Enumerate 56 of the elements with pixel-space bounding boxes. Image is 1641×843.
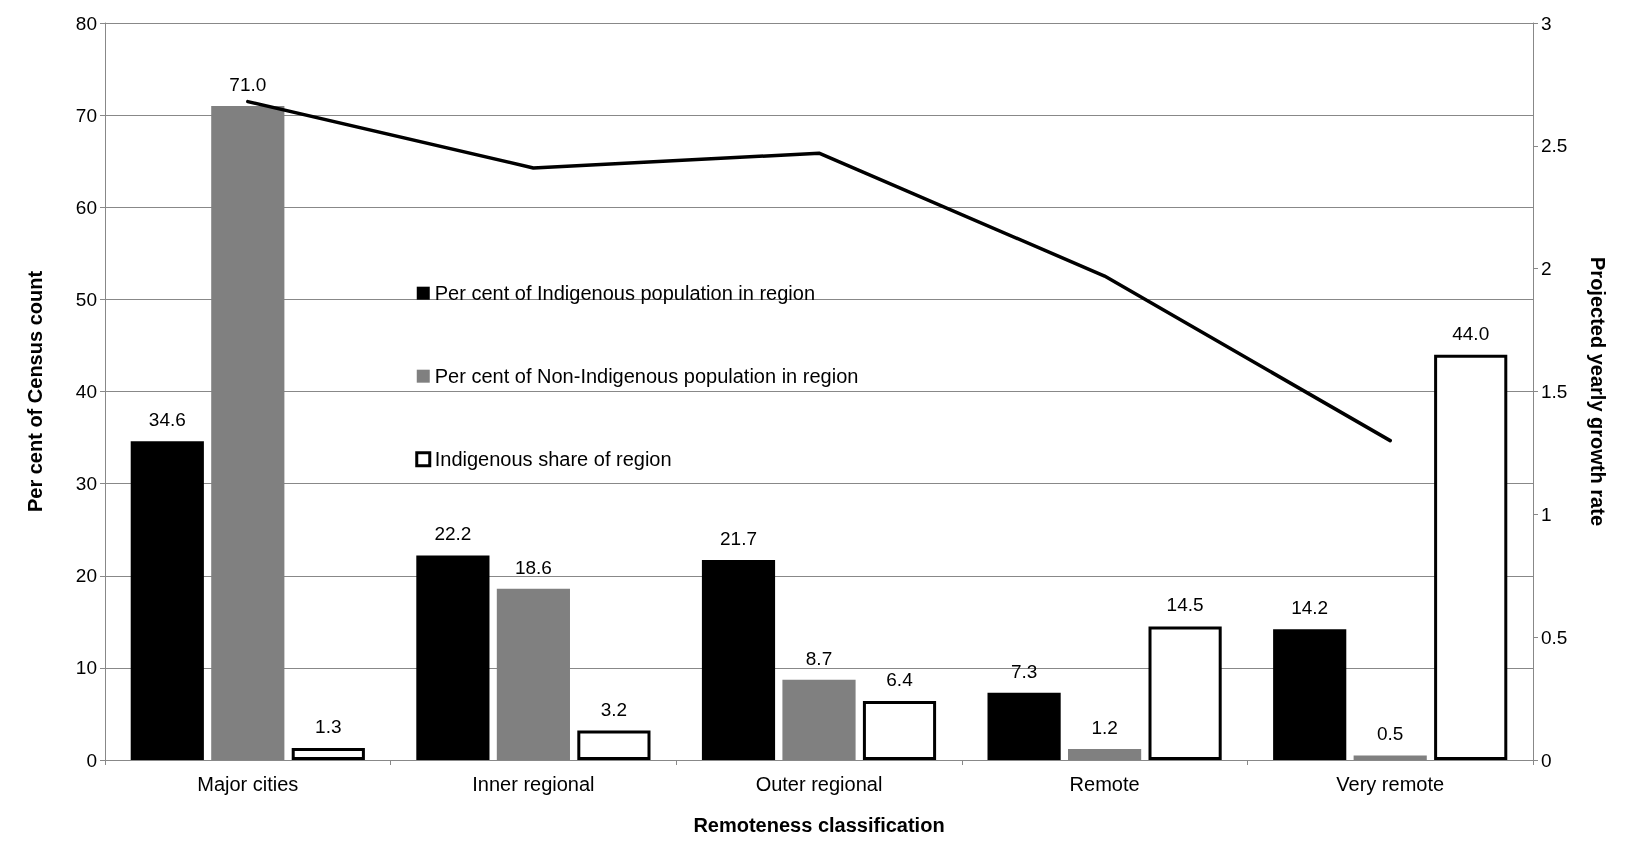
line-series [246, 99, 1392, 443]
x-tick-label: Inner regional [472, 773, 595, 795]
bar [130, 441, 204, 760]
y2-tick-label: 1.5 [1541, 381, 1568, 402]
x-tick-label: Major cities [197, 773, 299, 795]
bar [577, 730, 651, 760]
legend-label: Per cent of Non-Indigenous population in region [434, 365, 859, 388]
data-label: 22.2 [434, 523, 472, 545]
bar [1273, 629, 1347, 760]
bar [1353, 755, 1427, 760]
y-tick-label: 30 [75, 473, 97, 495]
y-tick-label: 50 [75, 288, 97, 310]
y2-tick-label: 1 [1541, 503, 1552, 525]
y2-tick-label: 0 [1541, 749, 1552, 771]
y-tick-label: 20 [75, 565, 97, 587]
bar [1068, 748, 1142, 760]
data-label: 44.0 [1452, 322, 1490, 344]
data-label: 18.6 [514, 556, 552, 578]
data-label: 21.7 [720, 528, 757, 550]
data-label: 1.3 [315, 716, 342, 738]
x-tick-label: Remote [1069, 773, 1140, 795]
y2-axis-title: Projected yearly growth rate [1587, 257, 1609, 526]
y-axis-title: Per cent of Census count [24, 270, 46, 513]
y2-tick-label: 3 [1541, 12, 1552, 34]
y-tick-label: 70 [75, 104, 97, 126]
y-tick-label: 40 [75, 381, 97, 402]
bar [987, 692, 1061, 760]
y-tick-label: 0 [86, 749, 97, 771]
bar [291, 748, 365, 760]
y-tick-label: 10 [75, 657, 97, 679]
bar [1148, 626, 1222, 760]
bar [862, 701, 937, 760]
data-label: 0.5 [1376, 723, 1404, 745]
data-label: 6.4 [886, 669, 914, 691]
data-label: 34.6 [148, 409, 186, 431]
data-label: 3.2 [600, 698, 628, 720]
y2-tick-label: 2 [1541, 258, 1552, 280]
x-tick-label: Very remote [1336, 773, 1445, 795]
x-tick-label: Outer regional [755, 773, 883, 795]
y-tick-label: 60 [75, 196, 97, 218]
data-label: 1.2 [1091, 716, 1118, 738]
data-label: 7.3 [1010, 660, 1038, 682]
data-label: 8.7 [805, 647, 833, 669]
y2-tick-label: 2.5 [1541, 135, 1568, 157]
y-tick-label: 80 [75, 12, 97, 34]
data-label: 71.0 [229, 73, 267, 95]
bar [416, 555, 490, 760]
legend-label: Per cent of Indigenous population in region [434, 282, 816, 305]
y2-tick-label: 0.5 [1541, 626, 1568, 648]
bar [701, 560, 776, 760]
legend-label: Indigenous share of region [434, 448, 672, 471]
bar [1434, 354, 1508, 760]
data-label: 14.2 [1291, 597, 1329, 619]
data-label: 14.5 [1166, 594, 1204, 616]
bar [782, 679, 856, 760]
x-axis-title: Remoteness classification [693, 814, 945, 836]
